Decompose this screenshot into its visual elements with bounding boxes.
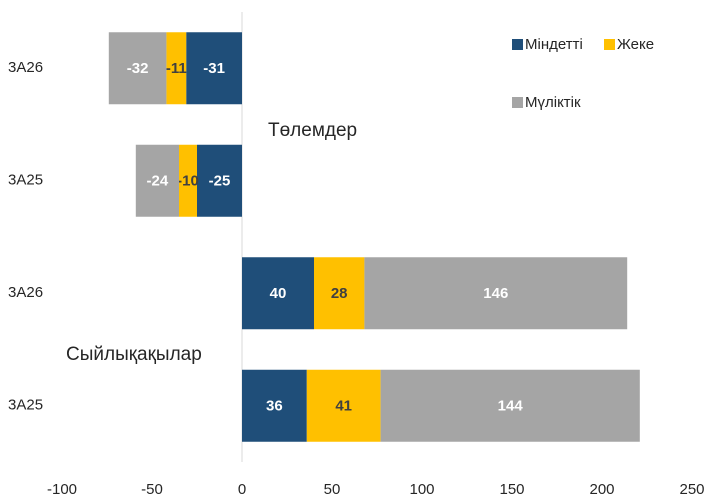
data-label: -25: [209, 173, 231, 190]
legend-label: Мүліктік: [525, 94, 581, 111]
bar-segment: [242, 369, 307, 442]
x-tick-label: 0: [238, 481, 246, 498]
legend-swatch: [604, 39, 615, 50]
legend-swatch: [512, 97, 523, 108]
bar-segment: [364, 257, 628, 330]
bar-segment: [242, 257, 314, 330]
data-label: -31: [203, 60, 225, 77]
x-tick-label: 250: [679, 481, 704, 498]
x-tick-label: -100: [47, 481, 77, 498]
bar-segment: [197, 144, 242, 217]
y-tick-label: 3A26: [8, 59, 43, 76]
data-label: 144: [498, 398, 524, 415]
data-label: 40: [270, 285, 287, 302]
data-label: -11: [166, 60, 187, 77]
data-label: -24: [147, 173, 169, 190]
data-label: 146: [483, 285, 508, 302]
bar-segment: [186, 32, 242, 105]
x-tick-label: 50: [324, 481, 341, 498]
data-label: 41: [335, 398, 352, 415]
x-tick-label: -50: [141, 481, 163, 498]
data-label: -10: [177, 173, 199, 190]
y-tick-label: 3A26: [8, 284, 43, 301]
bar-segment: [314, 257, 365, 330]
bar-segment: [108, 32, 167, 105]
bar-segment: [179, 144, 197, 217]
bar-segment: [380, 369, 640, 442]
legend-label: Міндетті: [525, 36, 583, 53]
x-tick-label: 150: [499, 481, 524, 498]
x-tick-label: 100: [409, 481, 434, 498]
annotation: Төлемдер: [268, 120, 357, 141]
annotation: Сыйлықақылар: [66, 344, 202, 365]
data-label: 28: [331, 285, 348, 302]
bar-segment: [135, 144, 179, 217]
legend-swatch: [512, 39, 523, 50]
bar-segment: [306, 369, 381, 442]
y-tick-label: 3A25: [8, 397, 43, 414]
data-label: -32: [127, 60, 149, 77]
bar-segment: [166, 32, 187, 105]
x-tick-label: 200: [589, 481, 614, 498]
y-tick-label: 3A25: [8, 172, 43, 189]
data-label: 36: [266, 398, 283, 415]
legend-label: Жеке: [617, 36, 654, 53]
